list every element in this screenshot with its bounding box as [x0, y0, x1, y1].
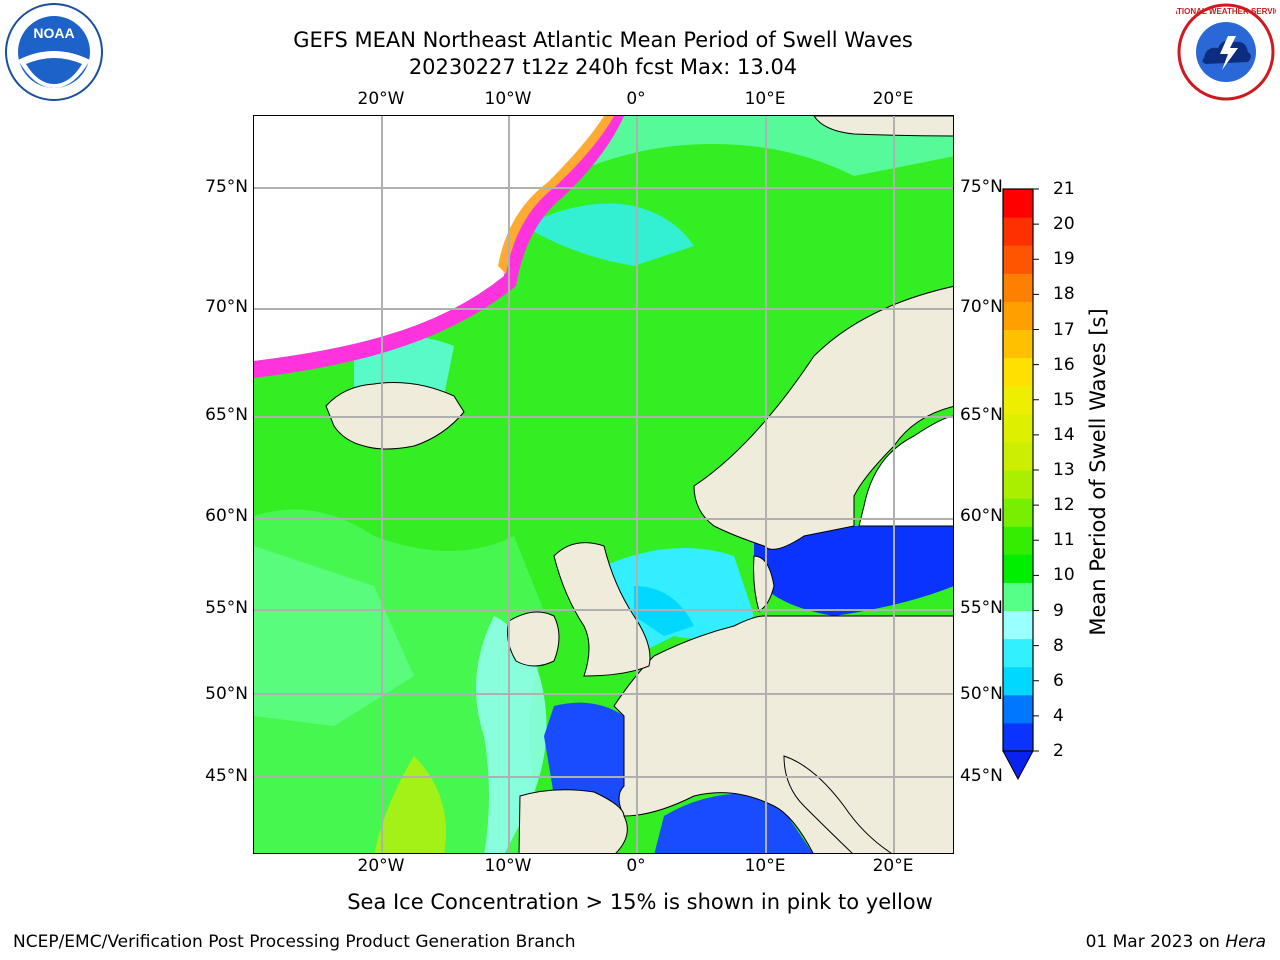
colorbar-tick-label: 17 — [1053, 319, 1075, 340]
lat-label-right-45n: 45°N — [960, 766, 1003, 786]
swell-field-high — [374, 756, 446, 853]
colorbar — [1002, 188, 1039, 781]
map-panel[interactable] — [253, 115, 954, 854]
colorbar-segment — [1003, 357, 1033, 387]
colorbar-segment — [1003, 498, 1033, 527]
colorbar-tick-label: 21 — [1053, 179, 1075, 199]
colorbar-segment — [1003, 301, 1033, 330]
footer-date: 01 Mar 2023 on Hera — [1086, 932, 1266, 952]
chart-subtitle: 20230227 t12z 240h fcst Max: 13.04 — [408, 55, 798, 79]
lon-label-top-10e: 10°E — [744, 89, 786, 109]
lat-label-right-60n: 60°N — [960, 506, 1003, 526]
lon-label-bottom-10e: 10°E — [744, 856, 786, 876]
colorbar-tick-label: 12 — [1053, 495, 1075, 516]
biscay-field — [544, 702, 624, 806]
lon-label-top-10w: 10°W — [484, 89, 532, 109]
colorbar-tick-label: 9 — [1053, 600, 1064, 621]
lat-label-right-65n: 65°N — [960, 405, 1003, 425]
iberia-land — [518, 789, 628, 853]
colorbar-tick-label: 19 — [1053, 249, 1075, 270]
colorbar-segment — [1003, 273, 1033, 302]
baltic-field — [754, 526, 953, 616]
lat-label-right-55n: 55°N — [960, 598, 1003, 618]
ireland-land — [507, 611, 560, 667]
noaa-logo-text: NOAA — [33, 25, 74, 41]
colorbar-tick-label: 13 — [1053, 460, 1075, 480]
greenland-ice — [254, 116, 614, 361]
colorbar-segment — [1003, 526, 1033, 555]
colorbar-segment — [1003, 470, 1033, 499]
noaa-logo: NOAA — [5, 3, 103, 101]
colorbar-segment — [1003, 638, 1033, 668]
lat-label-right-50n: 50°N — [960, 684, 1003, 704]
footer-date-text: 01 Mar 2023 on — [1085, 932, 1226, 952]
europe-land — [613, 615, 953, 853]
svalbard-land — [813, 116, 953, 137]
lat-label-left-65n: 65°N — [205, 405, 248, 425]
sea-ice-note: Sea Ice Concentration > 15% is shown in … — [0, 890, 1280, 914]
map-canvas — [254, 116, 953, 853]
ice-edge-orange — [498, 116, 614, 274]
graticule — [254, 116, 953, 853]
lat-label-left-60n: 60°N — [205, 506, 248, 526]
colorbar-tick-label: 2 — [1053, 741, 1064, 761]
lat-label-left-70n: 70°N — [205, 297, 248, 317]
colorbar-tick-label: 18 — [1053, 284, 1075, 305]
lat-label-left-45n: 45°N — [205, 766, 248, 786]
colorbar-tick-label: 20 — [1053, 214, 1075, 235]
lon-label-top-20w: 20°W — [357, 89, 405, 109]
nws-logo: NATIONAL WEATHER SERVICE — [1176, 3, 1276, 101]
lon-label-bottom-10w: 10°W — [484, 856, 532, 876]
colorbar-segment — [1003, 610, 1033, 640]
footer-credit: NCEP/EMC/Verification Post Processing Pr… — [13, 932, 576, 952]
colorbar-tick-label: 16 — [1053, 354, 1075, 375]
colorbar-segment — [1003, 694, 1033, 724]
sweden-snow — [858, 415, 953, 527]
chart-title: GEFS MEAN Northeast Atlantic Mean Period… — [293, 28, 913, 52]
colorbar-tick-label: 14 — [1053, 424, 1075, 445]
lat-label-left-75n: 75°N — [205, 177, 248, 197]
italy-land — [783, 755, 892, 853]
colorbar-tick-label: 4 — [1053, 705, 1064, 726]
colorbar-segment — [1003, 666, 1033, 696]
colorbar-segment — [1003, 722, 1033, 752]
lon-label-bottom-20e: 20°E — [872, 856, 914, 876]
colorbar-title: Mean Period of Swell Waves [s] — [1086, 308, 1110, 636]
colorbar-tick-label: 6 — [1053, 670, 1064, 691]
nws-logo-text: NATIONAL WEATHER SERVICE — [1176, 7, 1276, 16]
lat-label-left-55n: 55°N — [205, 598, 248, 618]
lon-label-bottom-20w: 20°W — [357, 856, 405, 876]
colorbar-extend-arrow — [1002, 750, 1034, 781]
swell-field-light-2 — [254, 546, 414, 726]
colorbar-segment — [1003, 441, 1033, 471]
colorbar-tick-label: 10 — [1053, 565, 1075, 586]
colorbar-segment — [1003, 189, 1033, 218]
colorbar-tick-label: 11 — [1053, 530, 1075, 551]
ice-edge-pink — [254, 116, 624, 378]
mediterranean-field — [654, 793, 813, 853]
lat-label-right-75n: 75°N — [960, 177, 1003, 197]
colorbar-segment — [1003, 329, 1033, 359]
colorbar-segment — [1003, 217, 1033, 246]
lon-label-top-0: 0° — [626, 89, 646, 109]
swell-field-cyan-north-2 — [524, 203, 694, 266]
lon-label-bottom-0: 0° — [626, 856, 646, 876]
sea-ice-note-text: Sea Ice Concentration > 15% is shown in … — [347, 890, 933, 914]
colorbar-segment — [1003, 582, 1033, 611]
colorbar-segment — [1003, 554, 1033, 583]
colorbar-tick-label: 15 — [1053, 389, 1075, 410]
iceland-land — [325, 382, 465, 450]
colorbar-segment — [1003, 245, 1033, 274]
lon-label-top-20e: 20°E — [872, 89, 914, 109]
colorbar-tick-label: 8 — [1053, 635, 1064, 656]
footer-host: Hera — [1225, 932, 1266, 952]
colorbar-segment — [1003, 385, 1033, 415]
lat-label-left-50n: 50°N — [205, 684, 248, 704]
lat-label-right-70n: 70°N — [960, 297, 1003, 317]
colorbar-segment — [1003, 413, 1033, 443]
